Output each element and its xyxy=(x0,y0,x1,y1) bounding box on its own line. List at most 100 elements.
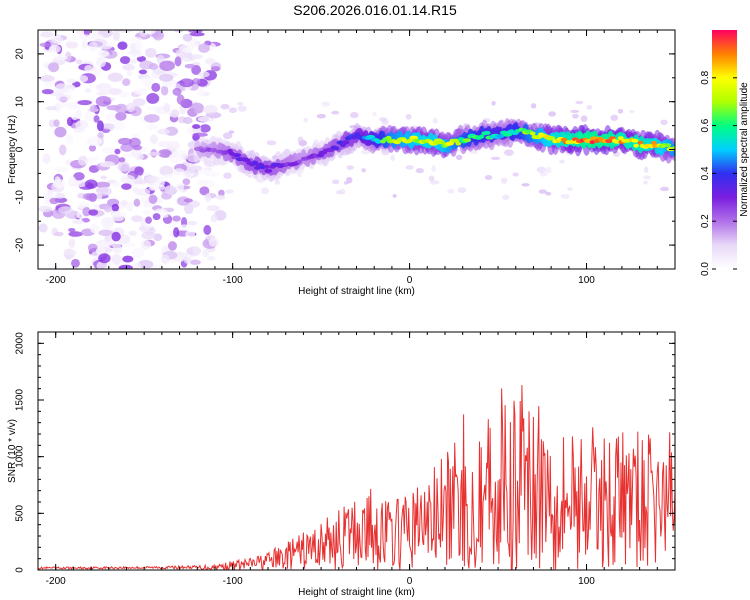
noise-blob xyxy=(88,209,99,216)
noise-blob xyxy=(303,117,308,123)
noise-blob xyxy=(199,124,211,133)
noise-blob xyxy=(84,88,92,94)
noise-blob xyxy=(132,145,143,151)
noise-blob xyxy=(174,257,183,263)
noise-blob xyxy=(530,103,537,109)
noise-blob xyxy=(237,101,244,106)
noise-blob xyxy=(101,123,115,130)
noise-blob xyxy=(38,205,53,213)
noise-blob xyxy=(95,246,106,256)
noise-blob xyxy=(207,256,216,261)
noise-blob xyxy=(545,166,552,174)
noise-blob xyxy=(118,91,130,99)
noise-blob xyxy=(196,179,208,186)
noise-blob xyxy=(39,75,55,82)
ridge-core xyxy=(264,168,273,173)
noise-blob xyxy=(156,128,170,135)
noise-blob xyxy=(335,190,344,195)
noise-blob xyxy=(455,154,463,160)
noise-blob xyxy=(202,104,218,114)
noise-blob xyxy=(198,71,210,78)
noise-blob xyxy=(67,176,77,187)
noise-blob xyxy=(133,198,141,207)
ridge-core xyxy=(406,138,413,143)
ridge-core xyxy=(483,130,491,135)
noise-blob xyxy=(46,263,60,269)
noise-blob xyxy=(120,200,128,207)
noise-blob xyxy=(82,207,91,217)
ridge-core xyxy=(243,158,251,163)
noise-blob xyxy=(72,219,85,225)
noise-blob xyxy=(79,34,93,40)
ridge-core xyxy=(631,138,639,143)
noise-blob xyxy=(107,72,124,82)
noise-blob xyxy=(64,51,72,63)
noise-blob xyxy=(361,168,366,173)
noise-blob xyxy=(575,100,584,105)
noise-blob xyxy=(101,146,118,154)
noise-blob xyxy=(85,193,96,201)
noise-blob xyxy=(43,81,57,87)
noise-blob xyxy=(390,154,395,162)
noise-blob xyxy=(185,230,196,239)
heatmap-x-tick-label: 0 xyxy=(407,275,413,286)
noise-blob xyxy=(643,175,651,180)
noise-blob xyxy=(39,42,51,47)
noise-blob xyxy=(111,215,124,222)
heatmap-y-tick-label: 0 xyxy=(15,146,26,152)
noise-blob xyxy=(111,253,122,265)
noise-blob xyxy=(75,109,82,120)
noise-blob xyxy=(173,168,185,176)
noise-blob xyxy=(121,183,132,190)
noise-blob xyxy=(135,41,143,52)
noise-blob xyxy=(182,33,193,42)
noise-blob xyxy=(560,194,570,199)
noise-blob xyxy=(628,109,635,114)
noise-blob xyxy=(346,176,353,184)
noise-blob xyxy=(346,165,354,170)
noise-blob xyxy=(56,100,68,108)
noise-blob xyxy=(203,224,212,235)
noise-blob xyxy=(147,175,155,186)
noise-blob xyxy=(152,30,165,41)
noise-blob xyxy=(182,47,193,53)
noise-blob xyxy=(73,172,85,181)
noise-blob xyxy=(572,113,579,119)
noise-blob xyxy=(93,115,100,123)
noise-blob xyxy=(131,247,144,259)
noise-blob xyxy=(617,108,624,114)
noise-blob xyxy=(223,172,232,179)
noise-blob xyxy=(136,55,146,63)
noise-blob xyxy=(174,56,182,67)
noise-blob xyxy=(96,186,112,196)
noise-blob xyxy=(58,206,73,214)
colorbar-tick-label: 0.4 xyxy=(700,166,711,180)
noise-blob xyxy=(174,30,184,33)
noise-blob xyxy=(53,119,60,127)
noise-blob xyxy=(75,120,89,130)
noise-blob xyxy=(484,175,493,181)
noise-blob xyxy=(198,43,210,53)
noise-blob xyxy=(183,257,192,264)
noise-blob xyxy=(84,111,93,122)
line-x-tick-label: 100 xyxy=(578,576,595,587)
noise-blob xyxy=(71,258,80,268)
noise-blob xyxy=(512,172,519,177)
noise-blob xyxy=(210,214,218,223)
noise-blob xyxy=(204,57,216,65)
noise-blob xyxy=(117,161,131,172)
noise-blob xyxy=(158,149,172,158)
ridge-core xyxy=(633,143,639,148)
noise-blob xyxy=(432,118,438,124)
noise-blob xyxy=(140,225,150,233)
noise-blob xyxy=(81,39,89,49)
noise-blob xyxy=(153,233,163,242)
line-y-tick-label: 1000 xyxy=(15,445,26,468)
noise-blob xyxy=(53,178,66,189)
heatmap-x-tick-label: -100 xyxy=(223,275,243,286)
ridge-core xyxy=(637,140,644,145)
noise-blob xyxy=(145,216,152,224)
noise-blob xyxy=(168,153,182,164)
noise-blob xyxy=(297,173,302,178)
noise-blob xyxy=(77,99,92,106)
